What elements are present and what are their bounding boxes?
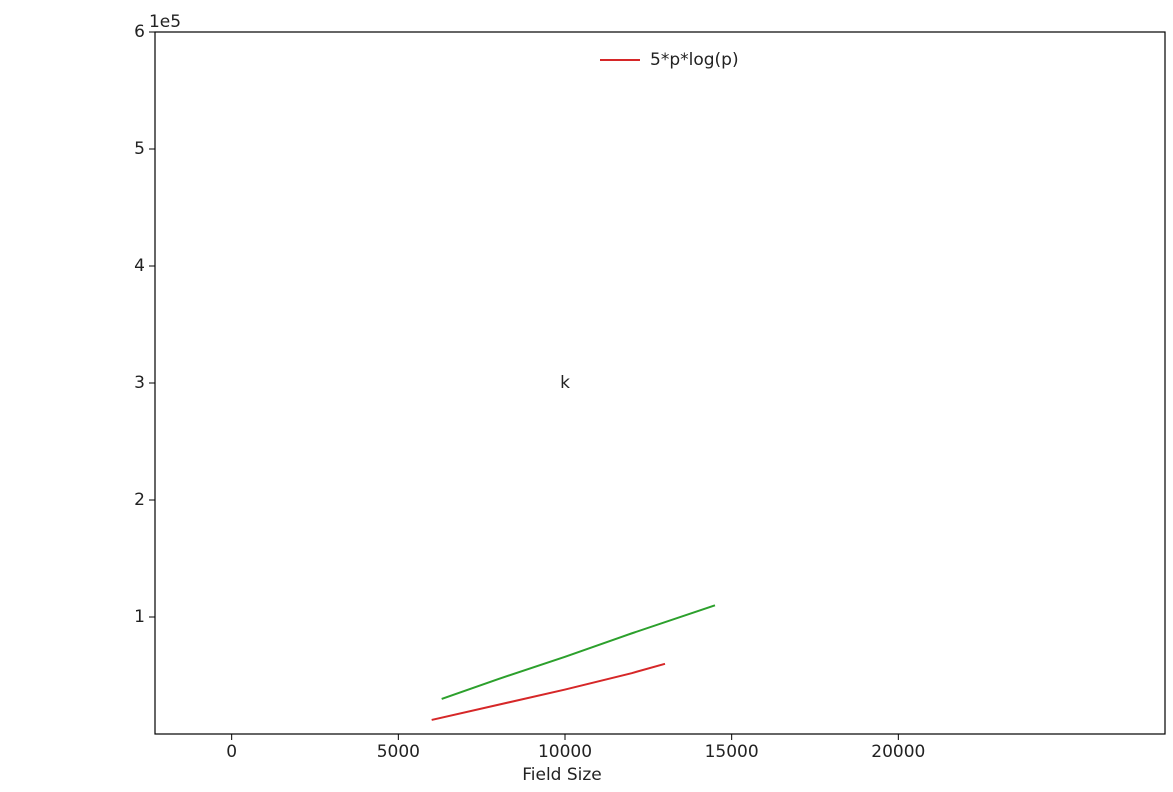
y-tick-label: 3 (134, 373, 145, 393)
x-axis-label: Field Size (522, 765, 602, 785)
plot-frame (155, 32, 1165, 734)
y-axis-label: k (560, 373, 570, 393)
x-tick-label: 10000 (538, 742, 592, 762)
y-tick-label: 5 (134, 139, 145, 159)
series-line (432, 664, 665, 720)
y-offset-label: 1e5 (149, 12, 181, 32)
x-tick-label: 5000 (377, 742, 420, 762)
y-tick-label: 6 (134, 22, 145, 42)
chart: 1e5 Field Size k 1 2 3 4 5 6 0 5000 10000 15000 20… (0, 0, 1173, 792)
y-tick-label: 2 (134, 490, 145, 510)
x-tick-label: 0 (226, 742, 237, 762)
x-tick-label: 20000 (871, 742, 925, 762)
series-line (442, 605, 715, 699)
x-tick-label: 15000 (705, 742, 759, 762)
y-tick-label: 1 (134, 607, 145, 627)
legend-label: 5*p*log(p) (650, 50, 739, 70)
y-tick-label: 4 (134, 256, 145, 276)
